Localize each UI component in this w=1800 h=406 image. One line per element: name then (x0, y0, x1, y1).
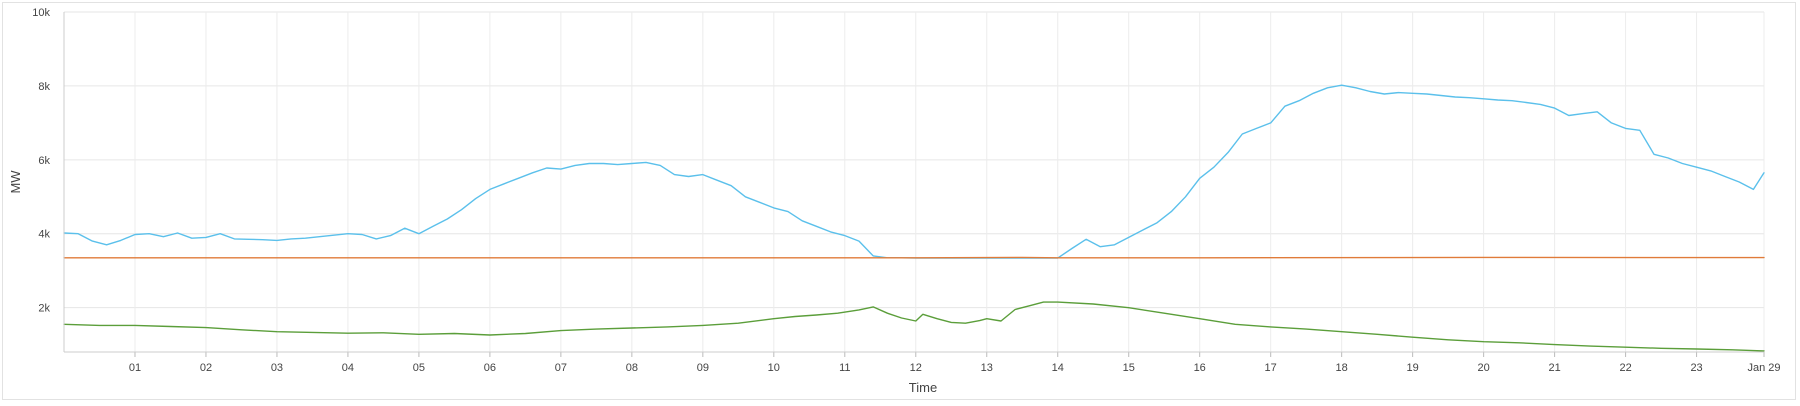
y-tick-label: 6k (38, 155, 50, 167)
x-tick-label: 17 (1265, 362, 1277, 374)
y-axis-title: MW (8, 170, 23, 194)
x-tick-label: 02 (200, 362, 212, 374)
x-tick-label: 15 (1123, 362, 1135, 374)
x-tick-label: 23 (1690, 362, 1702, 374)
chart-frame (2, 2, 1796, 400)
x-tick-label: 11 (839, 362, 850, 374)
y-tick-label: 4k (38, 229, 50, 241)
gridlines (64, 11, 1765, 352)
x-tick-label: 18 (1336, 362, 1348, 374)
x-tick-label: 09 (697, 362, 709, 374)
x-tick-label: 04 (342, 362, 354, 374)
series-lines (63, 84, 1765, 352)
y-tick-label: 8k (38, 81, 50, 93)
x-tick-label: 06 (484, 362, 496, 374)
x-tick-label: 01 (129, 362, 141, 374)
x-tick-label: 12 (910, 362, 922, 374)
x-tick-label: 08 (626, 362, 638, 374)
x-tick-label: 16 (1194, 362, 1206, 374)
series-line-1 (63, 84, 1765, 259)
x-tick-label: 07 (555, 362, 567, 374)
x-tick-label: 13 (981, 362, 993, 374)
x-tick-label: 20 (1477, 362, 1489, 374)
x-tick-label: 19 (1407, 362, 1419, 374)
y-tick-label: 2k (38, 303, 50, 315)
x-tick-label: Jan 29 (1747, 362, 1780, 374)
x-tick-label: 03 (271, 362, 283, 374)
x-tick-label: 10 (768, 362, 780, 374)
x-axis-title: Time (909, 380, 937, 395)
y-tick-label: 10k (32, 7, 50, 19)
x-tick-label: 05 (413, 362, 425, 374)
series-line-3 (63, 301, 1765, 352)
axes: 2k 4k 6k 8k 10k 01 02 03 04 05 06 07 08 09 10 11 12 13 14 1… (32, 7, 1780, 374)
x-tick-label: 14 (1052, 362, 1064, 374)
x-tick-label: 21 (1548, 362, 1560, 374)
x-tick-label: 22 (1619, 362, 1631, 374)
